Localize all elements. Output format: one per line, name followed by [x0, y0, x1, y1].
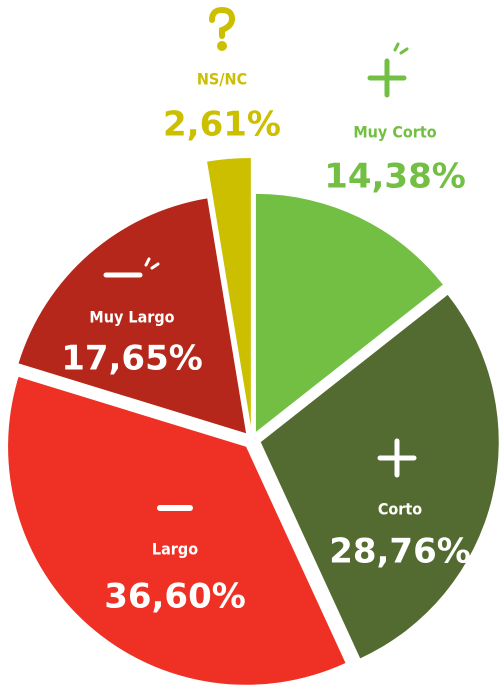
pie-slice — [260, 294, 499, 659]
slice-name: Largo — [152, 540, 198, 559]
slice-name: Corto — [378, 500, 422, 519]
pie-slice — [255, 193, 443, 432]
labels: Muy Corto 14,38% Corto 28,76% Largo 36,60% Muy… — [61, 70, 471, 617]
icon-plus — [377, 438, 417, 478]
slice-name: NS/NC — [197, 70, 247, 89]
icon-question — [209, 6, 236, 51]
slices — [8, 158, 499, 685]
pie-slice — [207, 158, 251, 427]
slice-value-label: 17,65% — [61, 339, 203, 379]
slice-value-label: 2,61% — [163, 105, 281, 145]
icon-plus-small — [367, 42, 409, 98]
pie-slice — [8, 376, 346, 685]
slice-value-label: 28,76% — [329, 532, 471, 572]
pie-slice — [18, 198, 247, 434]
slice-name: Muy Corto — [353, 123, 436, 142]
slice-name: Muy Largo — [89, 308, 174, 327]
icon-minus-small — [103, 257, 160, 278]
slice-value-label: 14,38% — [324, 157, 466, 197]
slice-value-label: 36,60% — [104, 577, 246, 617]
